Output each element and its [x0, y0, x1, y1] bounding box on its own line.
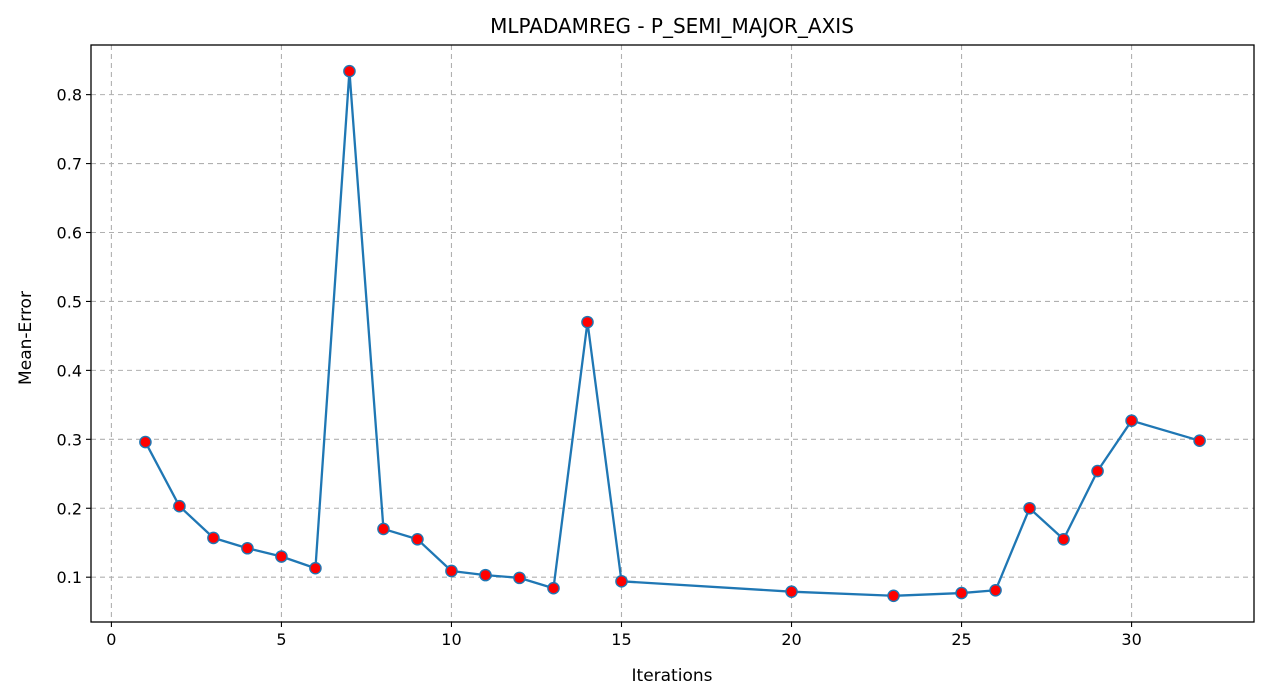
- data-point: [547, 581, 560, 595]
- data-point: [309, 561, 322, 575]
- data-point: [275, 550, 288, 563]
- data-point: [207, 531, 220, 545]
- data-point: [377, 522, 390, 536]
- data-point: [1057, 532, 1070, 546]
- y-tick-label: 0.8: [57, 86, 82, 105]
- y-tick-label: 0.3: [57, 430, 82, 449]
- y-tick-label: 0.4: [57, 361, 82, 380]
- data-point: [581, 315, 594, 329]
- x-tick-label: 20: [781, 630, 801, 649]
- x-axis-ticks: 0 5 10 15 20 25 30: [106, 622, 1142, 649]
- data-point: [1193, 434, 1206, 447]
- data-point: [411, 532, 424, 546]
- data-point: [989, 583, 1002, 597]
- data-point: [479, 568, 492, 582]
- y-tick-label: 0.5: [57, 292, 82, 311]
- plot-frame: [90, 44, 1255, 623]
- data-point: [1125, 414, 1138, 428]
- data-point: [445, 564, 458, 578]
- data-point: [513, 571, 526, 585]
- x-tick-label: 25: [951, 630, 971, 649]
- y-tick-label: 0.1: [57, 568, 82, 587]
- y-tick-label: 0.2: [57, 499, 82, 518]
- data-point: [241, 541, 254, 555]
- data-point: [955, 586, 968, 600]
- x-tick-label: 10: [441, 630, 461, 649]
- data-point: [615, 575, 628, 588]
- data-point: [887, 589, 900, 603]
- x-tick-label: 30: [1121, 630, 1141, 649]
- x-tick-label: 15: [611, 630, 631, 649]
- x-tick-label: 5: [276, 630, 286, 649]
- grid: [91, 45, 1254, 622]
- series: [139, 64, 1206, 603]
- data-point: [343, 64, 356, 78]
- data-point: [1091, 464, 1104, 478]
- y-tick-label: 0.6: [57, 224, 82, 243]
- series-line: [144, 70, 1200, 597]
- data-point: [173, 499, 186, 513]
- x-axis-label: Iterations: [632, 666, 713, 686]
- y-axis-label: Mean-Error: [16, 291, 36, 385]
- chart-title: MLPADAMREG - P_SEMI_MAJOR_AXIS: [490, 14, 854, 38]
- data-point: [1023, 501, 1036, 515]
- x-tick-label: 0: [106, 630, 116, 649]
- y-tick-label: 0.7: [57, 155, 82, 174]
- y-axis-ticks: 0.1 0.2 0.3 0.4 0.5 0.6 0.7 0.8: [57, 86, 91, 587]
- data-point: [139, 435, 152, 449]
- data-point: [785, 585, 798, 598]
